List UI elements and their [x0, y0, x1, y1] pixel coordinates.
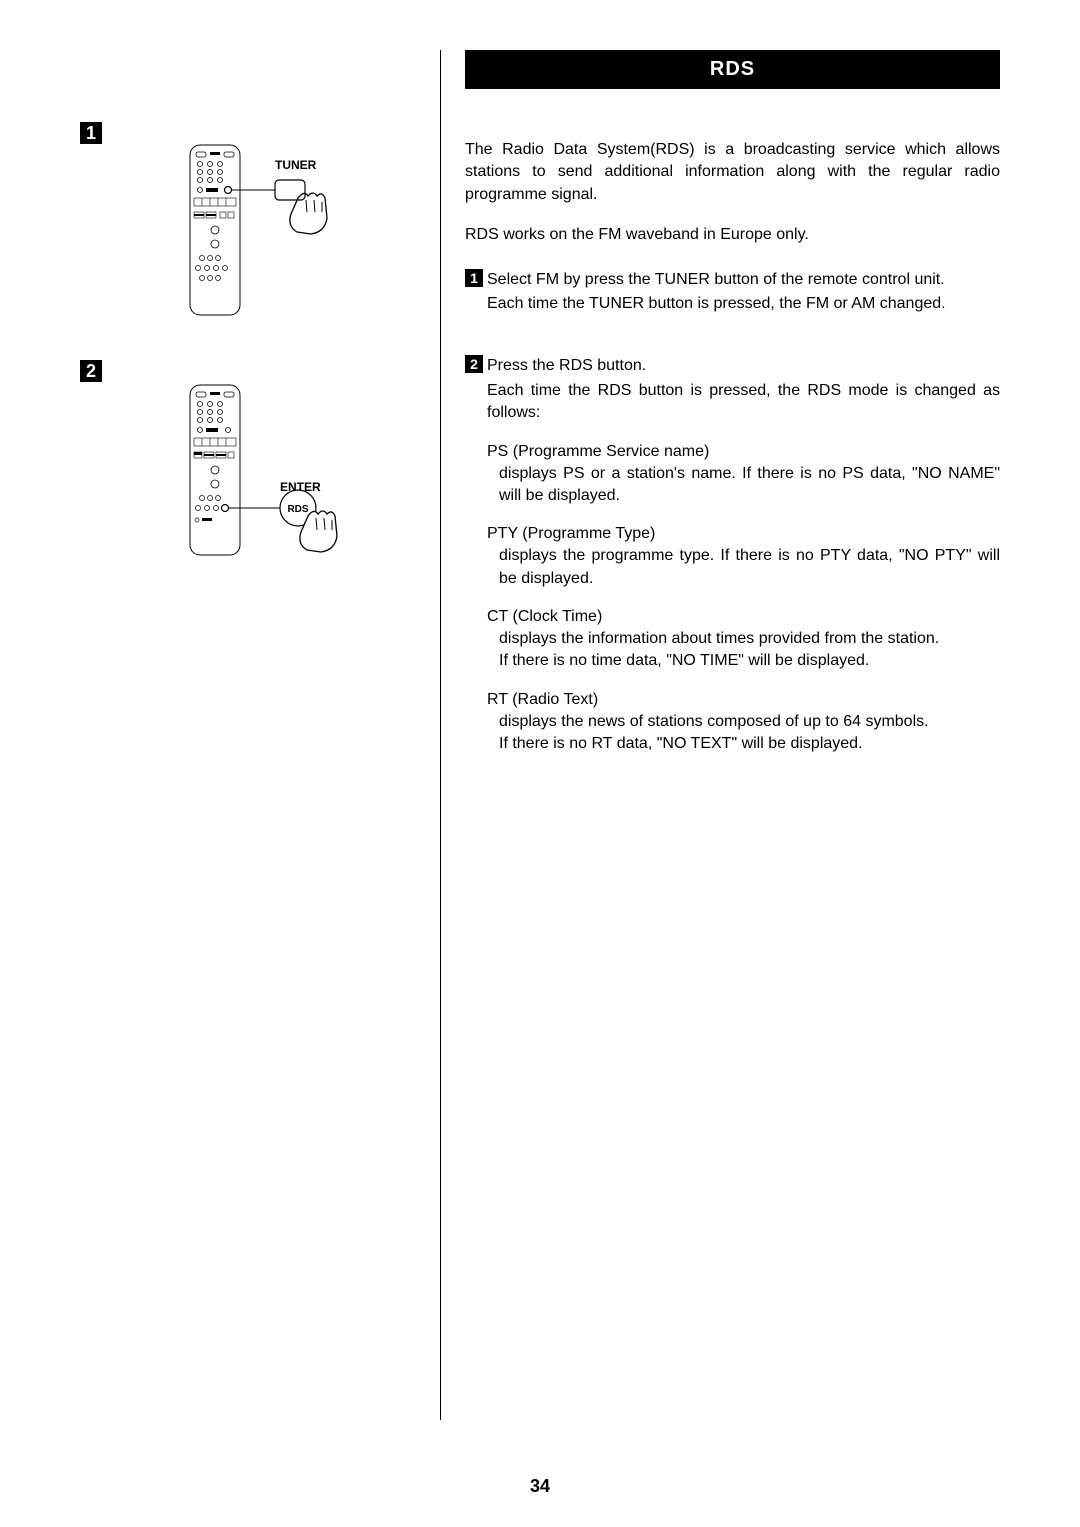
step-2-badge: 2 [80, 360, 102, 382]
right-column: RDS The Radio Data System(RDS) is a broa… [441, 50, 1000, 1420]
intro-paragraph-2: RDS works on the FM waveband in Europe o… [465, 224, 1000, 246]
step-2-detail: Each time the RDS button is pressed, the… [465, 380, 1000, 425]
mode-rt-title: RT (Radio Text) [465, 691, 1000, 709]
step-1-block: 1 Select FM by press the TUNER button of… [465, 269, 1000, 316]
page: 1 [0, 0, 1080, 1527]
step-2-block: 2 Press the RDS button. Each time the RD… [465, 355, 1000, 424]
step-1-badge: 1 [80, 122, 102, 144]
intro-paragraph-1: The Radio Data System(RDS) is a broadcas… [465, 139, 1000, 206]
tuner-button-label: TUNER [275, 158, 316, 172]
remote-illustration-1: TUNER [180, 140, 400, 335]
mode-ct-desc: displays the information about times pro… [465, 628, 1000, 673]
mode-rt-desc: displays the news of stations composed o… [465, 711, 1000, 756]
mode-pty-desc: displays the programme type. If there is… [465, 545, 1000, 590]
two-column-layout: 1 [80, 50, 1000, 1420]
rds-modes-list: PS (Programme Service name) displays PS … [465, 443, 1000, 756]
step-1-marker: 1 [80, 122, 102, 144]
step-2-marker: 2 [80, 360, 102, 382]
step-1-title: Select FM by press the TUNER button of t… [487, 269, 1000, 291]
step-2-inline-badge: 2 [465, 355, 483, 373]
svg-text:RDS: RDS [287, 504, 308, 515]
page-number: 34 [0, 1476, 1080, 1497]
left-column: 1 [80, 50, 440, 1420]
step-1-detail: Each time the TUNER button is pressed, t… [465, 293, 1000, 315]
step-1-inline-badge: 1 [465, 269, 483, 287]
mode-ct-title: CT (Clock Time) [465, 608, 1000, 626]
step-2-title: Press the RDS button. [487, 355, 1000, 377]
section-header-rds: RDS [465, 50, 1000, 89]
remote-illustration-2: RDS ENTER [180, 380, 400, 585]
mode-ps-desc: displays PS or a station's name. If ther… [465, 463, 1000, 508]
enter-button-label: ENTER [280, 480, 321, 494]
mode-pty-title: PTY (Programme Type) [465, 525, 1000, 543]
mode-ps-title: PS (Programme Service name) [465, 443, 1000, 461]
